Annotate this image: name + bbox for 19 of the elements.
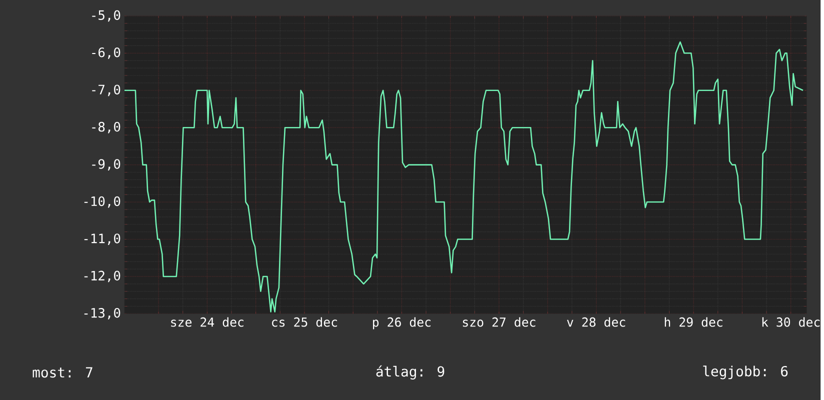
x-tick-label: v 28 dec (567, 317, 626, 327)
x-tick-label: h 29 dec (664, 317, 722, 327)
y-tick-label: -11,0 (84, 233, 120, 245)
text: átlag: 9 (376, 365, 444, 380)
text: most: 7 (32, 367, 92, 378)
y-tick-label: -7,0 (92, 84, 120, 96)
x-tick-label: szo 27 dec (462, 317, 536, 327)
x-tick-label: cs 25 dec (272, 317, 337, 327)
y-tick-label: -9,0 (92, 158, 120, 170)
x-tick-label: sze 24 dec (171, 317, 244, 327)
y-tick-label: -10,0 (84, 196, 120, 208)
y-tick-label: -5,0 (92, 10, 120, 22)
y-tick-label: -13,0 (84, 308, 120, 320)
x-tick-label: p 26 dec (373, 317, 431, 330)
y-tick-label: -6,0 (92, 47, 120, 59)
x-tick-label: k 30 dec (762, 317, 820, 327)
y-tick-label: -8,0 (92, 122, 120, 134)
y-tick-label: -12,0 (84, 270, 120, 282)
text: legjobb: 6 (703, 365, 788, 380)
